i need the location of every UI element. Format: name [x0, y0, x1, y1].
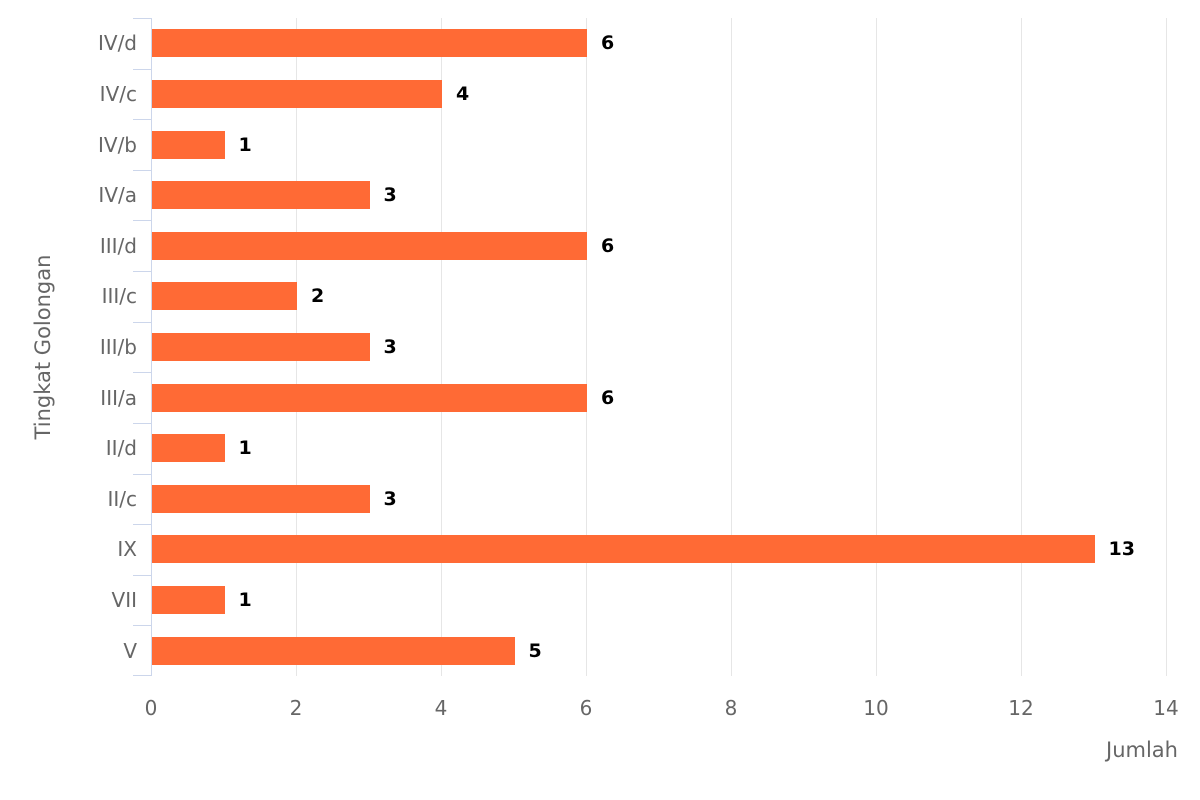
x-tick-label: 10 — [863, 696, 889, 720]
category-label: IX — [117, 537, 137, 562]
x-axis-labels: 0 2 4 6 8 10 12 14 — [145, 696, 1179, 720]
category-label: IV/d — [97, 31, 137, 56]
value-label: 13 — [1108, 538, 1135, 561]
value-label: 1 — [238, 437, 252, 460]
x-axis-title: Jumlah — [1106, 738, 1178, 762]
plot-area: IV/d 6 IV/c 4 IV/b 1 IV/a 3 III/d 6 III/c 2 III/b 3 II… — [98, 18, 1167, 676]
bar — [152, 332, 370, 361]
x-tick-label: 8 — [724, 696, 738, 720]
axis-tick — [133, 321, 151, 323]
gridline — [586, 18, 587, 676]
category-label: III/a — [100, 385, 137, 410]
axis-tick — [133, 675, 151, 676]
axis-tick — [133, 524, 151, 526]
bar — [152, 636, 515, 665]
category-label: IV/a — [98, 183, 137, 208]
bar-row: IX 13 — [117, 524, 1167, 575]
bar — [152, 29, 587, 58]
value-label: 3 — [383, 487, 397, 510]
gridline — [876, 18, 877, 676]
value-label: 6 — [601, 386, 615, 409]
bar — [152, 181, 370, 210]
bar-row: VII 1 — [112, 575, 1167, 626]
bar-row: IV/a 3 — [98, 170, 1167, 221]
bar — [152, 434, 225, 463]
category-label: III/b — [99, 334, 137, 359]
value-label: 2 — [311, 285, 325, 308]
axis-tick — [133, 119, 151, 121]
value-label: 5 — [528, 639, 542, 662]
bar — [152, 79, 442, 108]
bar — [152, 231, 587, 260]
x-tick-label: 2 — [289, 696, 303, 720]
bar-row: IV/d 6 — [98, 18, 1167, 69]
category-label: III/d — [99, 233, 137, 258]
axis-tick — [133, 271, 151, 273]
value-label: 3 — [383, 335, 397, 358]
category-label: IV/b — [97, 132, 137, 157]
axis-tick — [133, 18, 151, 19]
category-label: IV/c — [99, 81, 137, 106]
axis-tick — [133, 473, 151, 475]
bar — [152, 282, 297, 311]
gridline — [441, 18, 442, 676]
bar — [152, 130, 225, 159]
bar-row: III/c 2 — [102, 271, 1167, 322]
category-label: II/c — [107, 486, 137, 511]
bar-rows: IV/d 6 IV/c 4 IV/b 1 IV/a 3 III/d 6 III/c 2 III/b 3 II… — [98, 18, 1167, 676]
value-label: 6 — [601, 234, 615, 257]
bar-row: II/c 3 — [107, 473, 1167, 524]
axis-tick — [133, 220, 151, 222]
bar — [152, 383, 587, 412]
category-label: V — [123, 638, 137, 663]
bar — [152, 586, 225, 614]
value-label: 6 — [601, 32, 615, 55]
bar-row: III/a 6 — [100, 372, 1167, 423]
gridline — [1021, 18, 1022, 676]
bar-row: III/d 6 — [100, 220, 1167, 271]
gridline — [1166, 18, 1167, 676]
category-label: II/d — [105, 436, 137, 461]
axis-tick — [133, 169, 151, 171]
x-tick-label: 0 — [144, 696, 158, 720]
x-tick-label: 4 — [434, 696, 448, 720]
bar-row: II/d 1 — [106, 423, 1167, 474]
x-tick-label: 6 — [579, 696, 593, 720]
bar — [152, 484, 370, 513]
axis-tick — [133, 625, 151, 627]
x-tick-label: 12 — [1008, 696, 1034, 720]
category-label: III/c — [101, 284, 137, 309]
y-axis-line — [151, 18, 152, 676]
value-label: 3 — [383, 184, 397, 207]
axis-tick — [133, 422, 151, 424]
axis-tick — [133, 574, 151, 576]
y-axis-title: Tingkat Golongan — [31, 254, 55, 440]
bar-row: III/b 3 — [100, 322, 1167, 373]
bar-row: IV/b 1 — [98, 119, 1167, 170]
axis-tick — [133, 68, 151, 70]
value-label: 1 — [238, 589, 252, 611]
x-tick-label: 14 — [1153, 696, 1179, 720]
value-label: 4 — [456, 82, 470, 105]
category-label: VII — [111, 588, 137, 612]
bar — [152, 535, 1095, 564]
axis-tick — [133, 372, 151, 374]
value-label: 1 — [238, 133, 252, 156]
gridline — [731, 18, 732, 676]
bar-row: IV/c 4 — [100, 69, 1167, 120]
